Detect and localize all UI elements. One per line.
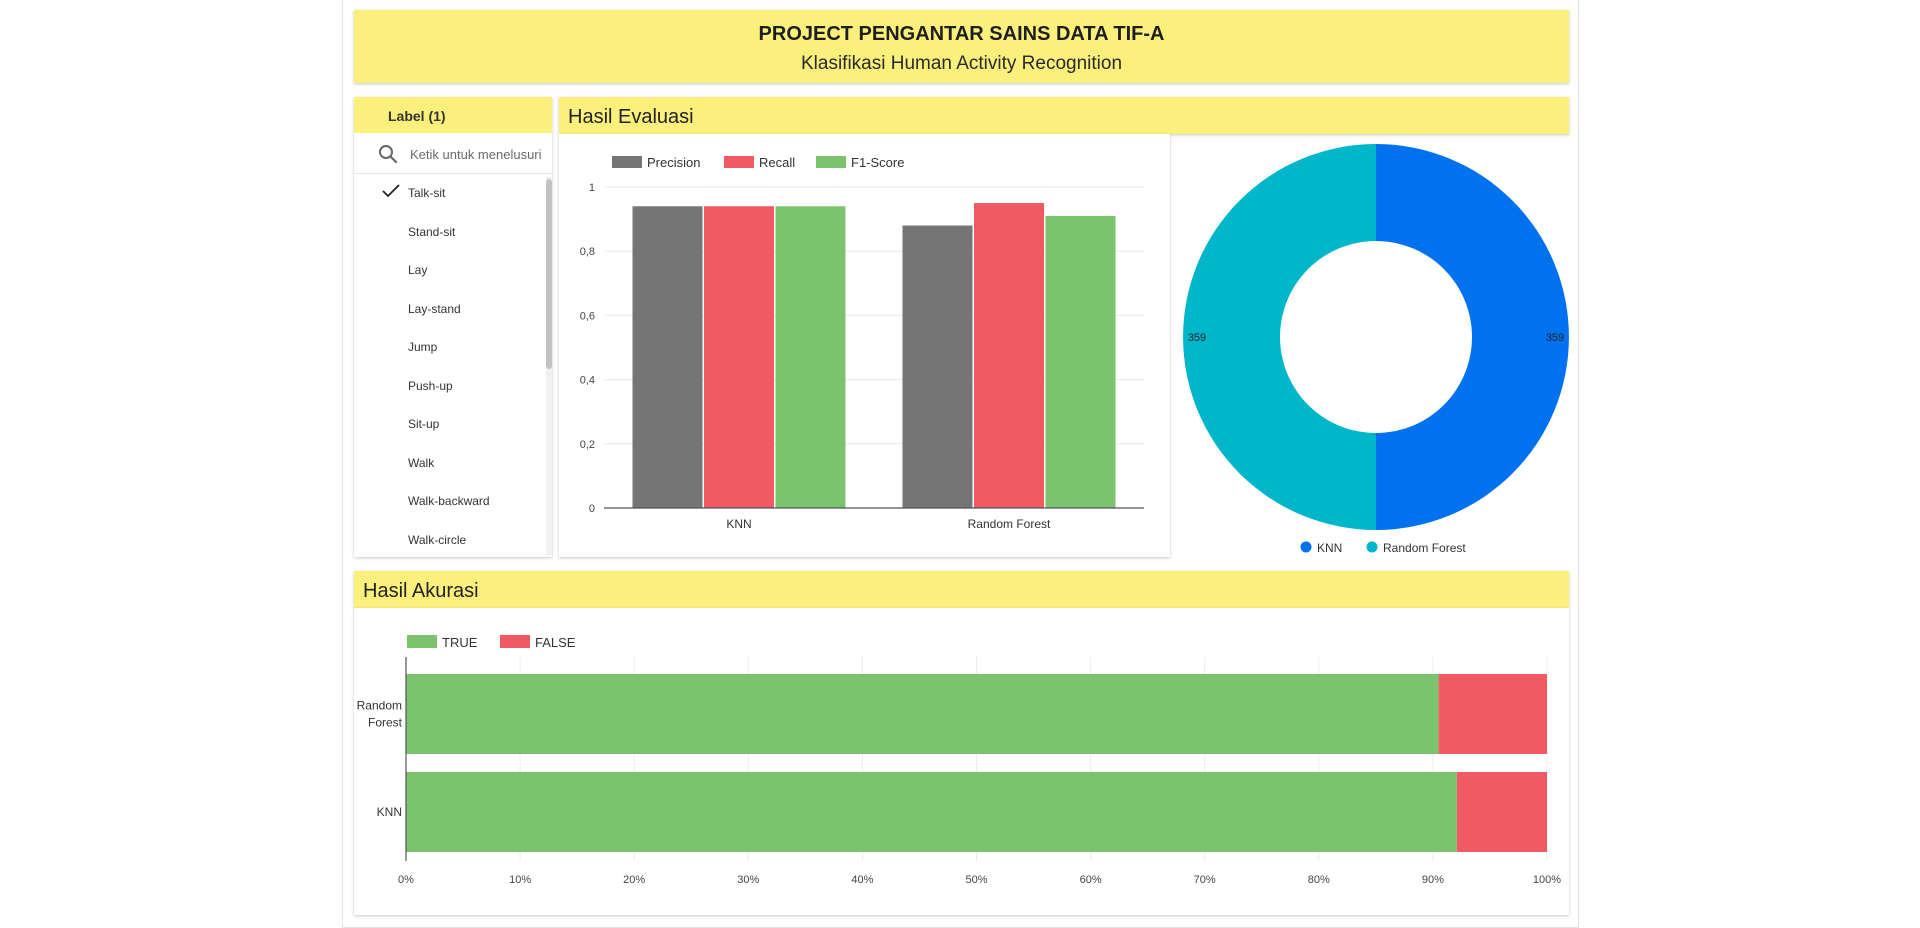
y-category-label: Forest xyxy=(368,716,403,730)
filter-item[interactable]: Lay-stand xyxy=(354,293,544,323)
filter-search[interactable] xyxy=(354,133,552,174)
legend-label: FALSE xyxy=(535,635,576,650)
filter-item-label: Sit-up xyxy=(408,417,440,431)
legend-label: TRUE xyxy=(442,635,478,650)
filter-item[interactable]: Jump xyxy=(354,331,544,361)
filter-item-label: Walk-backward xyxy=(408,494,490,508)
y-tick-label: 0,2 xyxy=(580,439,595,451)
filter-item[interactable]: Talk-sit xyxy=(354,177,544,207)
legend-dot xyxy=(1300,541,1312,553)
bar xyxy=(902,225,973,508)
bar-segment xyxy=(406,772,1457,852)
filter-item[interactable]: Walk-circle xyxy=(354,524,544,554)
y-tick-label: 1 xyxy=(589,182,595,194)
filter-item-label: Walk xyxy=(408,455,435,470)
accuracy-section-header: Hasil Akurasi xyxy=(354,571,1569,608)
filter-title: Label (1) xyxy=(388,108,446,124)
evaluation-bar-chart-panel: Precision Recall F1-Score 0 0,2 0,4 0,6 0,8 1 KNN… xyxy=(559,134,1170,557)
filter-item-label: Walk-circle xyxy=(408,532,467,547)
evaluation-title: Hasil Evaluasi xyxy=(568,106,694,128)
filter-scrollbar[interactable] xyxy=(546,177,552,555)
check-icon xyxy=(382,184,400,198)
x-category-label: Random Forest xyxy=(968,517,1051,531)
donut-slice xyxy=(1376,144,1569,530)
search-icon xyxy=(379,145,398,164)
filter-item[interactable]: Push-up xyxy=(354,370,544,400)
bar-segment xyxy=(1456,772,1547,852)
accuracy-title: Hasil Akurasi xyxy=(363,580,479,602)
legend-label: F1-Score xyxy=(851,155,904,170)
donut-slice xyxy=(1183,144,1376,530)
y-tick-label: 0 xyxy=(589,503,595,515)
legend-swatch xyxy=(816,156,846,168)
bar xyxy=(974,203,1044,509)
evaluation-bar-chart: Precision Recall F1-Score 0 0,2 0,4 0,6 0,8 1 KNN… xyxy=(580,155,1144,531)
x-tick-label: 20% xyxy=(623,874,645,886)
filter-search-input[interactable] xyxy=(408,142,544,166)
filter-item[interactable]: Lay xyxy=(354,254,544,284)
filter-list: Talk-sit Stand-sit Lay Lay-stand Jump Push-up… xyxy=(354,177,544,555)
y-tick-label: 0,4 xyxy=(580,375,595,387)
y-tick-label: 0,8 xyxy=(580,246,595,258)
bar-segment xyxy=(406,674,1439,754)
x-tick-label: 70% xyxy=(1194,874,1216,886)
x-tick-label: 60% xyxy=(1080,874,1102,886)
x-tick-label: 90% xyxy=(1422,874,1444,886)
filter-item-label: Lay-stand xyxy=(408,301,461,316)
filter-item[interactable]: Stand-sit xyxy=(354,216,544,246)
filter-header[interactable]: Label (1) xyxy=(354,97,552,133)
report-canvas: PROJECT PENGANTAR SAINS DATA TIF-A Klasi… xyxy=(342,0,1579,928)
x-tick-label: 30% xyxy=(737,874,759,886)
bar-segment xyxy=(1438,674,1547,754)
accuracy-stacked-bar-chart: TRUE FALSE 0% 10% 20% 30% 40% 50% 60% 70% 80% 90% 10… xyxy=(357,635,1561,886)
report-header: PROJECT PENGANTAR SAINS DATA TIF-A Klasi… xyxy=(354,10,1569,83)
bar xyxy=(632,206,703,508)
x-category-label: KNN xyxy=(726,517,751,531)
accuracy-bar-chart-panel: TRUE FALSE 0% 10% 20% 30% 40% 50% 60% 70% 80% 90% 10… xyxy=(354,608,1569,915)
y-tick-label: 0,6 xyxy=(580,310,595,322)
legend-label: KNN xyxy=(1317,541,1342,555)
filter-item-label: Talk-sit xyxy=(408,186,446,200)
x-tick-label: 80% xyxy=(1308,874,1330,886)
x-tick-label: 100% xyxy=(1533,874,1561,886)
report-subtitle: Klasifikasi Human Activity Recognition xyxy=(800,53,1123,74)
x-tick-label: 0% xyxy=(398,874,414,886)
label-filter-control[interactable]: Label (1) Talk-sit Stand-sit Lay Lay-stand J… xyxy=(354,97,552,557)
filter-item[interactable]: Walk xyxy=(354,447,544,477)
legend-swatch xyxy=(612,156,642,168)
x-tick-label: 10% xyxy=(509,874,531,886)
x-tick-label: 50% xyxy=(965,874,987,886)
legend-label: Precision xyxy=(647,155,700,170)
bar xyxy=(775,206,846,508)
legend-swatch xyxy=(724,156,754,168)
filter-item-label: Stand-sit xyxy=(408,224,456,239)
filter-item-label: Push-up xyxy=(408,378,453,393)
report-title: PROJECT PENGANTAR SAINS DATA TIF-A xyxy=(758,23,1165,45)
legend-label: Recall xyxy=(759,155,795,170)
legend-swatch xyxy=(500,635,530,648)
filter-item[interactable]: Walk-backward xyxy=(354,485,544,515)
record-count-donut-panel: 359 359 KNN Random Forest xyxy=(1183,134,1569,557)
filter-scrollbar-thumb[interactable] xyxy=(546,179,552,369)
filter-item-label: Jump xyxy=(408,340,438,354)
legend-dot xyxy=(1366,541,1378,553)
filter-item-label: Lay xyxy=(408,263,428,277)
slice-value-label: 359 xyxy=(1188,332,1206,344)
y-category-label: KNN xyxy=(377,805,402,819)
filter-item[interactable]: Sit-up xyxy=(354,408,544,438)
record-count-donut-chart: 359 359 KNN Random Forest xyxy=(1183,144,1569,555)
slice-value-label: 359 xyxy=(1546,332,1564,344)
legend-label: Random Forest xyxy=(1383,541,1466,555)
evaluation-section-header: Hasil Evaluasi xyxy=(559,97,1569,134)
legend-swatch xyxy=(407,635,437,648)
bar xyxy=(704,206,774,508)
x-tick-label: 40% xyxy=(851,874,873,886)
y-category-label: Random xyxy=(357,699,402,713)
bar xyxy=(1045,215,1116,508)
